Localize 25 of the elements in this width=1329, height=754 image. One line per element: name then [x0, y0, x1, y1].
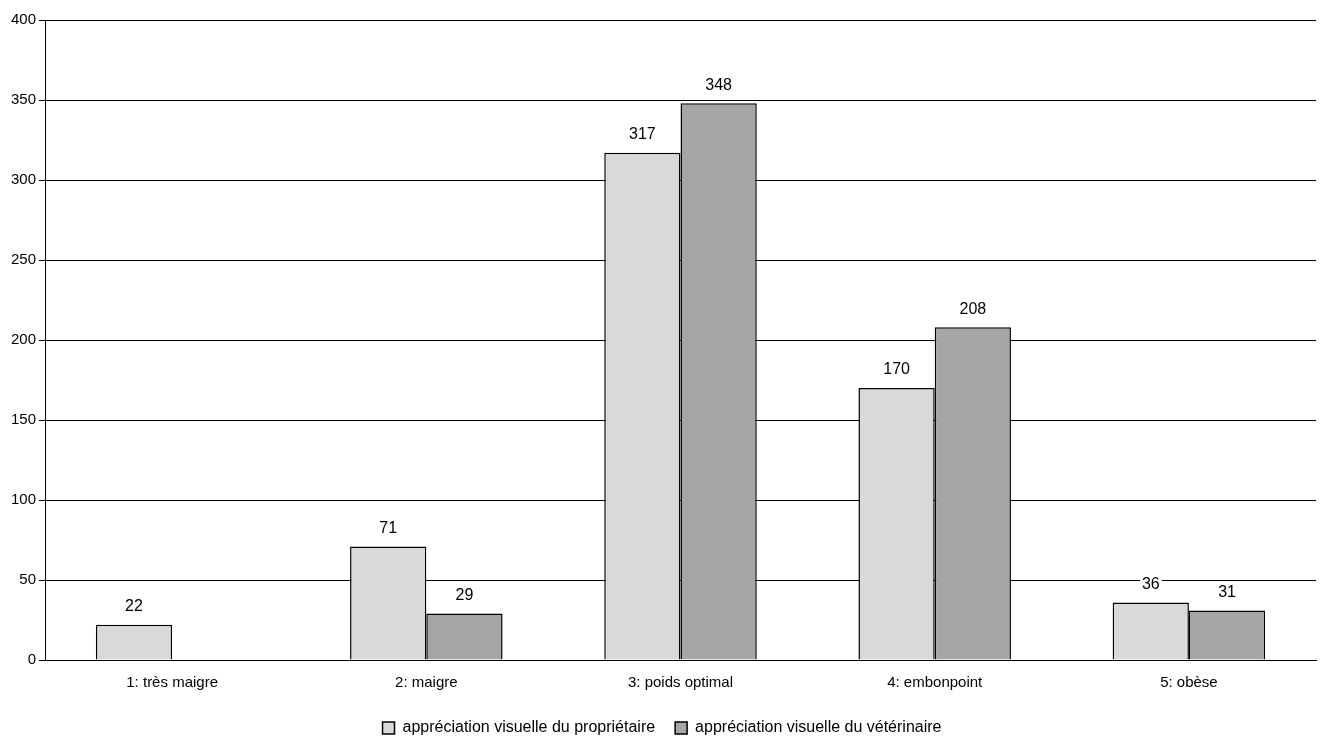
data-label: 348: [705, 75, 733, 93]
data-label: 31: [1218, 582, 1237, 600]
data-label: 36: [1141, 574, 1160, 592]
data-label: 170: [883, 360, 911, 378]
legend-label: appréciation visuelle du vétérinaire: [695, 718, 942, 736]
data-label: 317: [629, 125, 656, 143]
data-label: 71: [379, 518, 398, 536]
y-tick-label: 50: [19, 570, 37, 588]
y-tick-label: 300: [11, 170, 37, 188]
y-tick-label: 100: [11, 490, 37, 508]
x-tick-label: 2: maigre: [395, 673, 458, 691]
data-label: 29: [455, 586, 474, 604]
x-tick-label: 5: obèse: [1160, 673, 1218, 691]
y-tick-label: 250: [11, 250, 37, 268]
y-tick-label: 200: [11, 330, 37, 348]
x-tick-label: 3: poids optimal: [627, 673, 734, 691]
x-tick-label: 4: embonpoint: [887, 673, 984, 691]
legend-label: appréciation visuelle du propriétaire: [402, 718, 656, 736]
y-tick-label: 350: [11, 90, 37, 108]
y-tick-label: 400: [11, 10, 37, 28]
data-label: 208: [959, 299, 987, 317]
y-tick-label: 150: [11, 410, 37, 428]
x-tick-label: 1: très maigre: [126, 673, 218, 691]
y-tick-label: 0: [27, 650, 37, 668]
data-label: 22: [125, 597, 143, 615]
